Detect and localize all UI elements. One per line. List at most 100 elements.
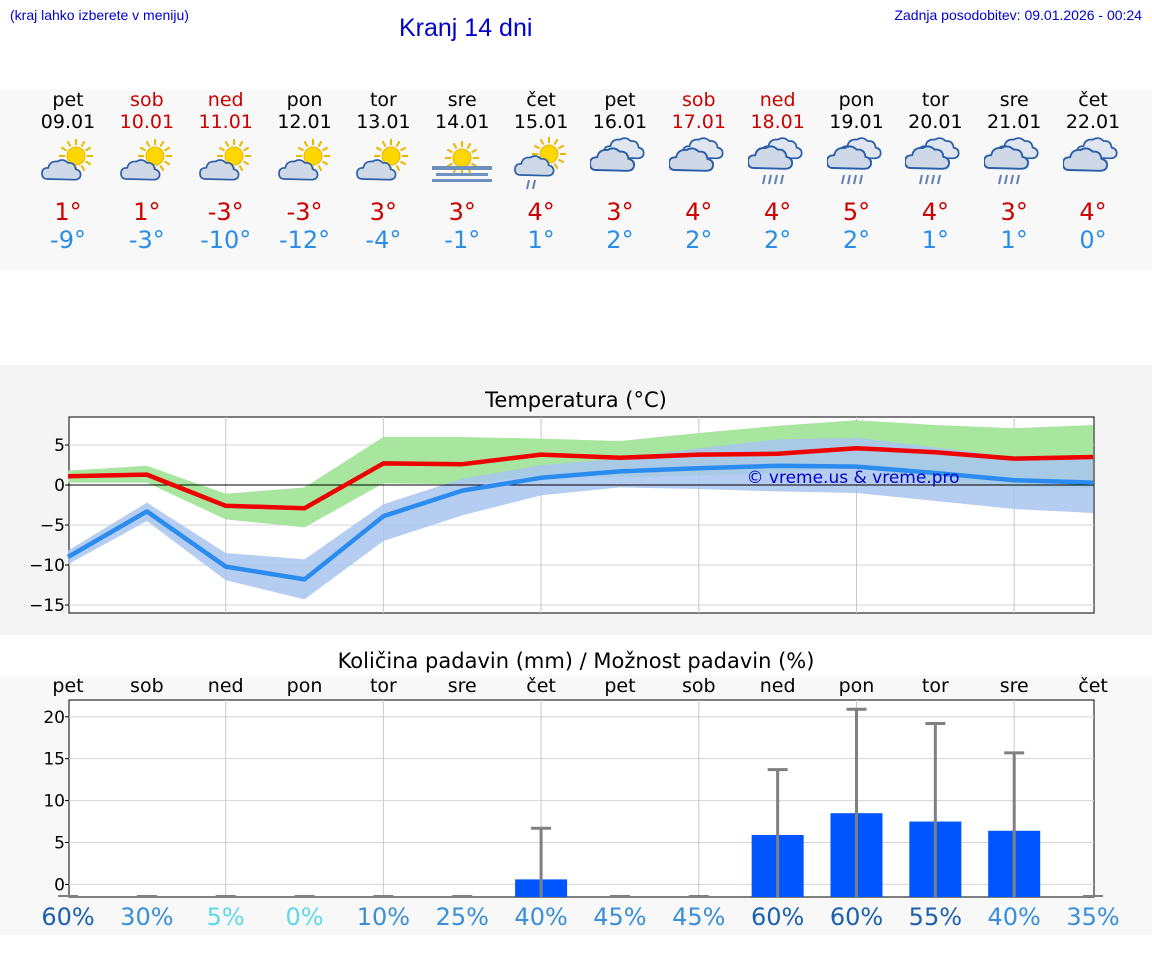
day-date: 16.01	[592, 111, 648, 133]
sun-fog-icon	[432, 136, 493, 196]
day-date: 13.01	[356, 111, 411, 133]
temperature-chart-title: Temperatura (°C)	[485, 388, 667, 412]
max-temp-line	[67, 445, 1094, 511]
precip-day-label: pet	[604, 675, 636, 697]
min-temp: -4°	[365, 226, 402, 254]
max-temp: 3°	[448, 198, 476, 226]
max-temp: 4°	[1079, 198, 1107, 226]
day-date: 21.01	[986, 111, 1042, 133]
precip-probability: 60%	[750, 903, 805, 931]
day-forecast-20.01: tor 20.01 4° 1°	[895, 90, 975, 270]
day-forecast-14.01: sre 14.01 3° -1°	[422, 90, 502, 270]
day-name: pon	[838, 89, 875, 111]
min-temp: -10°	[200, 226, 252, 254]
cloud-rain-icon	[983, 136, 1044, 196]
day-forecast-15.01: čet 15.01 4° 1°	[501, 90, 581, 270]
y-tick-label: 0	[54, 476, 65, 496]
precip-chart-title: Količina padavin (mm) / Možnost padavin …	[337, 649, 815, 673]
precip-day-label: sre	[447, 675, 477, 697]
precip-day-label: ned	[207, 675, 244, 697]
day-forecast-18.01: ned 18.01 4° 2°	[738, 90, 818, 270]
y-tick-label: 5	[54, 436, 65, 456]
precip-probability: 10%	[356, 903, 411, 931]
day-name: pon	[286, 89, 323, 111]
day-date: 11.01	[198, 111, 253, 133]
day-date: 20.01	[908, 111, 963, 133]
partly-cloudy-sun-icon	[38, 136, 98, 196]
day-name: ned	[207, 89, 244, 111]
precip-day-label: čet	[1078, 675, 1108, 697]
precip-probability: 5%	[206, 903, 245, 931]
y-tick-label: 10	[43, 792, 65, 812]
last-updated: Zadnja posodobitev: 09.01.2026 - 00:24	[894, 7, 1142, 23]
max-temp: 4°	[527, 198, 555, 226]
cloud-rain-icon	[904, 136, 965, 196]
day-forecast-22.01: čet 22.01 4° 0°	[1053, 90, 1133, 270]
precip-day-label: pon	[838, 675, 875, 697]
forecast-band	[0, 90, 1152, 270]
day-forecast-12.01: pon 12.01 -3° -12°	[265, 90, 345, 270]
max-temp: -3°	[286, 198, 323, 226]
max-temp: -3°	[207, 198, 244, 226]
region-hint[interactable]: (kraj lahko izberete v meniju)	[10, 7, 189, 23]
max-temp: 4°	[921, 198, 949, 226]
day-date: 17.01	[671, 111, 726, 133]
precip-probability: 40%	[514, 903, 568, 931]
day-name: tor	[369, 89, 397, 111]
day-name: tor	[921, 89, 949, 111]
precip-probability: 60%	[41, 903, 95, 931]
cloud-rain-icon	[746, 136, 808, 196]
day-date: 19.01	[829, 111, 884, 133]
precip-probability: 45%	[593, 903, 647, 931]
precip-probability: 60%	[829, 903, 884, 931]
day-forecast-09.01: pet 09.01 1° -9°	[28, 90, 108, 270]
cloudy-icon	[667, 136, 729, 196]
precip-day-label: sob	[682, 675, 716, 697]
min-temp: -1°	[444, 226, 481, 254]
min-temp: -12°	[278, 226, 331, 254]
min-temp-line	[66, 463, 1094, 582]
day-name: sre	[999, 89, 1029, 111]
precip-day-label: ned	[759, 675, 796, 697]
day-date: 15.01	[513, 111, 569, 133]
partly-cloudy-sun-icon	[117, 136, 177, 196]
max-temp: 5°	[842, 198, 871, 226]
day-name: sre	[447, 89, 477, 111]
min-range-band	[68, 437, 1094, 600]
day-forecast-16.01: pet 16.01 3° 2°	[580, 90, 660, 270]
y-tick-label: −5	[40, 516, 65, 536]
day-date: 10.01	[119, 111, 175, 133]
precip-day-label: sob	[130, 675, 164, 697]
day-name: ned	[759, 89, 796, 111]
y-tick-label: −15	[29, 596, 65, 616]
day-date: 14.01	[435, 111, 490, 133]
precip-day-label: pon	[286, 675, 323, 697]
precip-probability: 30%	[120, 903, 174, 931]
day-name: sob	[130, 89, 164, 111]
min-temp: -9°	[50, 226, 86, 254]
cloudy-icon	[588, 136, 650, 196]
min-temp: 2°	[606, 226, 634, 254]
day-forecast-17.01: sob 17.01 4° 2°	[659, 90, 739, 270]
y-tick-label: 5	[54, 834, 65, 854]
precip-day-label: čet	[526, 675, 556, 697]
watermark: © vreme.us & vreme.pro	[746, 468, 959, 488]
precip-probability: 25%	[435, 903, 489, 931]
day-name: pet	[52, 89, 84, 111]
precip-probability: 45%	[672, 903, 726, 931]
y-tick-label: 20	[43, 708, 65, 728]
min-temp: 2°	[685, 226, 713, 254]
day-forecast-19.01: pon 19.01 5° 2°	[817, 90, 897, 270]
day-date: 09.01	[40, 111, 96, 133]
sun-cloud-light-rain-icon	[511, 136, 571, 196]
min-temp: 2°	[764, 226, 792, 254]
day-name: pet	[604, 89, 636, 111]
max-temp: 1°	[133, 198, 161, 226]
page-title: Kranj 14 dni	[399, 14, 533, 42]
min-temp: 0°	[1079, 226, 1107, 254]
partly-cloudy-sun-icon	[353, 136, 413, 196]
partly-cloudy-sun-icon	[275, 136, 335, 196]
min-temp: 2°	[842, 226, 871, 254]
day-forecast-10.01: sob 10.01 1° -3°	[107, 90, 187, 270]
precip-probability: 35%	[1066, 903, 1120, 931]
